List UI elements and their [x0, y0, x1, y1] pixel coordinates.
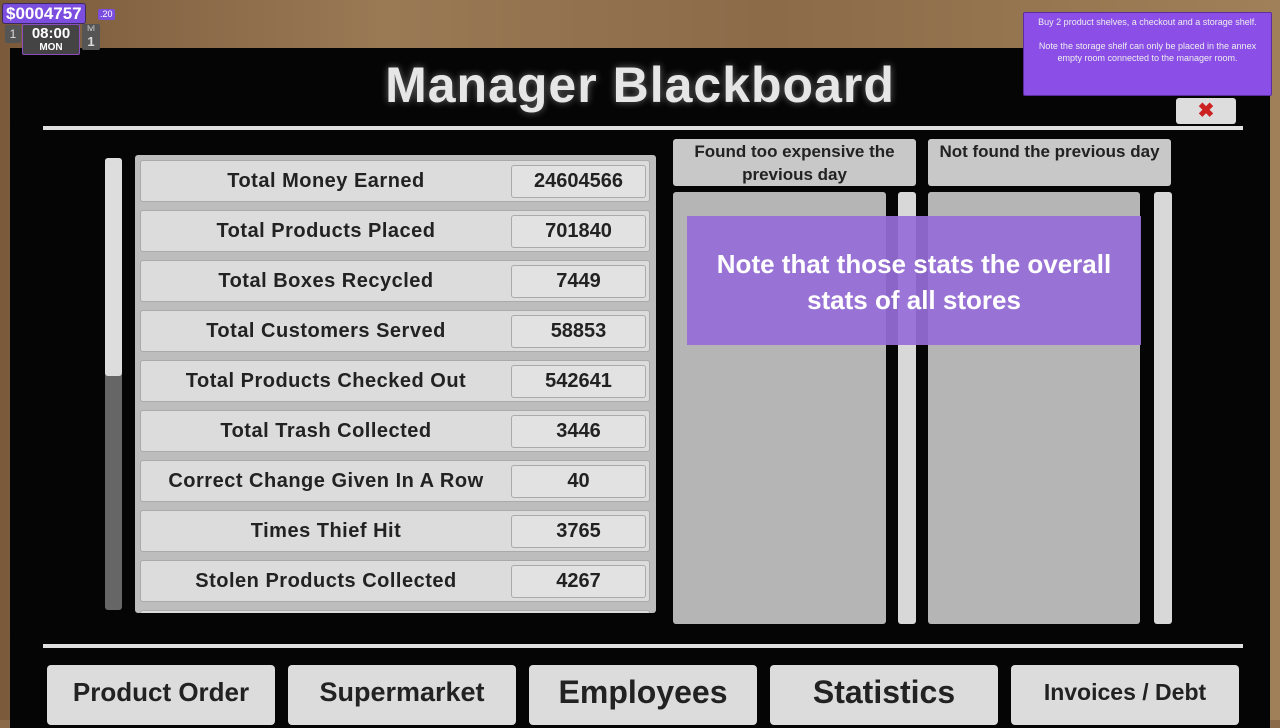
scrollbar-thumb[interactable] [105, 158, 122, 376]
stat-row: Total Products Checked Out 542641 [140, 360, 650, 402]
stat-value: 3765 [511, 515, 646, 548]
money-cents: .20 [98, 9, 115, 20]
stat-row: Total Money Earned 24604566 [140, 160, 650, 202]
stat-value: 58853 [511, 315, 646, 348]
level-label: lvl [87, 24, 95, 33]
stat-row: Total Trash Collected 3446 [140, 410, 650, 452]
stats-panel: (function(){ const d=JSON.parse(document… [135, 155, 656, 613]
stat-row: Times Thief Hit 3765 [140, 510, 650, 552]
stat-label: Total Products Placed [216, 220, 436, 242]
stat-value: 542641 [511, 365, 646, 398]
tooltip-line-2: Note the storage shelf can only be place… [1038, 41, 1257, 63]
tab-statistics[interactable]: Statistics [770, 665, 998, 725]
stat-row: Total Products Placed 701840 [140, 210, 650, 252]
stat-row-partial [140, 610, 650, 613]
objective-tooltip: Buy 2 product shelves, a checkout and a … [1023, 12, 1272, 96]
divider-top [43, 126, 1243, 130]
stat-label: Total Boxes Recycled [218, 270, 434, 292]
too-expensive-header: Found too expensive the previous day [673, 139, 916, 186]
stat-value: 3446 [511, 415, 646, 448]
day-counter: 1 [5, 25, 21, 43]
clock-time: 08:00 [31, 25, 71, 42]
page-title: Manager Blackboard [385, 57, 895, 113]
stat-value: 4267 [511, 565, 646, 598]
divider-bottom [43, 644, 1243, 648]
tab-invoices-debt[interactable]: Invoices / Debt [1011, 665, 1239, 725]
money-display: $0004757 [2, 3, 86, 24]
stat-label: Total Products Checked Out [185, 370, 467, 392]
stat-value: 701840 [511, 215, 646, 248]
clock-weekday: MON [39, 42, 63, 53]
close-button[interactable]: ✖ [1176, 98, 1236, 124]
level-badge: lvl 1 [82, 24, 100, 50]
stat-label: Correct Change Given In A Row [168, 470, 484, 492]
stat-label: Total Trash Collected [220, 420, 432, 442]
tab-product-order[interactable]: Product Order [47, 665, 275, 725]
stat-row: Total Boxes Recycled 7449 [140, 260, 650, 302]
tooltip-line-1: Buy 2 product shelves, a checkout and a … [1038, 17, 1257, 27]
stat-value: 40 [511, 465, 646, 498]
tab-employees[interactable]: Employees [529, 665, 757, 725]
stat-label: Stolen Products Collected [195, 570, 457, 592]
close-x-icon: ✖ [1197, 100, 1215, 122]
annotation-overlay: Note that those stats the overall stats … [687, 216, 1141, 345]
tab-supermarket[interactable]: Supermarket [288, 665, 516, 725]
not-found-header: Not found the previous day [928, 139, 1171, 186]
stat-label: Total Money Earned [227, 170, 425, 192]
stats-scrollbar[interactable] [105, 158, 122, 610]
stat-label: Total Customers Served [206, 320, 446, 342]
stat-row: Total Customers Served 58853 [140, 310, 650, 352]
stat-row: Stolen Products Collected 4267 [140, 560, 650, 602]
stat-value: 7449 [511, 265, 646, 298]
clock: 08:00 MON [22, 24, 80, 55]
stat-row: Correct Change Given In A Row 40 [140, 460, 650, 502]
stat-value: 24604566 [511, 165, 646, 198]
not-found-scrollbar[interactable] [1154, 192, 1172, 624]
stat-label: Times Thief Hit [250, 520, 402, 542]
level-value: 1 [87, 34, 95, 49]
